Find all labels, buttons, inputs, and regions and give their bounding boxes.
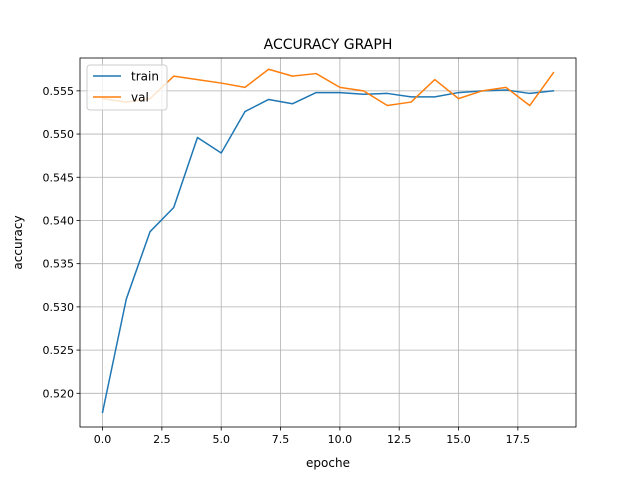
x-tick-label: 5.0 bbox=[212, 433, 230, 446]
y-tick-label: 0.525 bbox=[43, 344, 75, 357]
x-tick-label: 2.5 bbox=[153, 433, 171, 446]
legend: train val bbox=[86, 64, 168, 111]
tick-layer: 0.0 2.5 5.0 7.5 10.0 12.5 15.0 17.5 0.520 0.525 0.… bbox=[43, 85, 531, 446]
y-tick-label: 0.555 bbox=[43, 85, 75, 98]
x-tick-label: 7.5 bbox=[272, 433, 290, 446]
x-axis-label: epoche bbox=[306, 456, 350, 470]
x-tick-label: 10.0 bbox=[328, 433, 353, 446]
y-tick-label: 0.545 bbox=[43, 171, 75, 184]
series-line-train bbox=[101, 89, 555, 414]
y-axis-label: accuracy bbox=[11, 215, 25, 269]
x-tick-label: 0.0 bbox=[94, 433, 112, 446]
y-tick-label: 0.520 bbox=[43, 387, 75, 400]
legend-label-val: val bbox=[131, 91, 149, 105]
chart-title: ACCURACY GRAPH bbox=[264, 37, 393, 53]
grid-layer bbox=[80, 58, 576, 427]
y-tick-label: 0.530 bbox=[43, 301, 75, 314]
plot-frame bbox=[79, 57, 577, 428]
x-tick-label: 17.5 bbox=[506, 433, 531, 446]
series-line-val bbox=[101, 68, 555, 107]
x-tick-label: 15.0 bbox=[446, 433, 471, 446]
legend-label-train: train bbox=[131, 70, 159, 84]
y-tick-label: 0.540 bbox=[43, 214, 75, 227]
x-tick-label: 12.5 bbox=[387, 433, 412, 446]
y-tick-label: 0.535 bbox=[43, 258, 75, 271]
series-layer bbox=[101, 68, 555, 414]
y-tick-label: 0.550 bbox=[43, 128, 75, 141]
